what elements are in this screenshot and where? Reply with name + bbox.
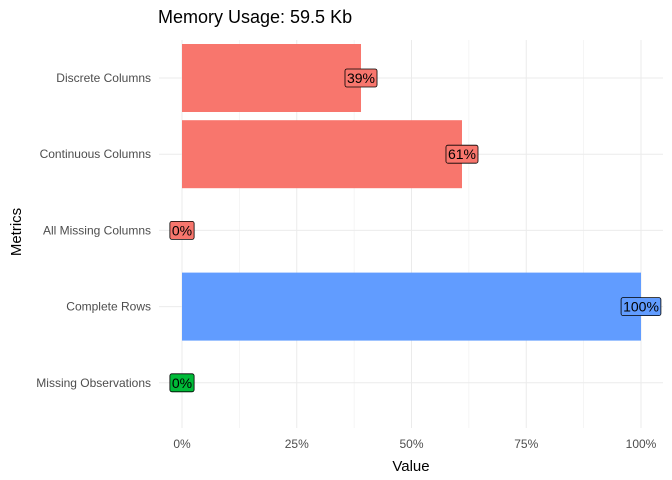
- bar: [182, 272, 641, 341]
- y-axis-title: Metrics: [8, 208, 25, 256]
- x-tick-label: 100%: [626, 437, 657, 451]
- data-label-text: 61%: [448, 146, 476, 162]
- x-tick-label: 0%: [173, 437, 191, 451]
- y-tick-label: Complete Rows: [66, 300, 151, 314]
- data-label: 61%: [445, 144, 479, 164]
- data-label-box: [445, 144, 479, 164]
- data-label-box: [169, 373, 195, 393]
- bar: [182, 120, 462, 189]
- data-label-text: 0%: [172, 222, 192, 238]
- x-tick-label: 25%: [285, 437, 309, 451]
- y-tick-label: Continuous Columns: [40, 147, 151, 161]
- data-label-box: [169, 220, 195, 240]
- data-label-box: [344, 68, 378, 88]
- data-label-box: [620, 297, 662, 317]
- data-label: 39%: [344, 68, 378, 88]
- data-labels: 39% 61% 0% 100% 0%: [169, 68, 662, 393]
- data-label-text: 100%: [623, 299, 659, 315]
- bar: [182, 44, 362, 112]
- bars: [182, 44, 641, 341]
- data-label-text: 39%: [347, 70, 375, 86]
- data-label: 100%: [620, 297, 662, 317]
- x-tick-label: 75%: [514, 437, 538, 451]
- data-label: 0%: [169, 373, 195, 393]
- x-axis-title: Value: [392, 458, 429, 475]
- x-tick-label: 50%: [399, 437, 423, 451]
- y-tick-label: All Missing Columns: [43, 223, 151, 237]
- data-label: 0%: [169, 220, 195, 240]
- data-label-text: 0%: [172, 375, 192, 391]
- chart-title: Memory Usage: 59.5 Kb: [158, 7, 352, 27]
- y-tick-label: Missing Observations: [36, 376, 151, 390]
- axis-ticks: Discrete Columns Continuous Columns All Mi…: [36, 71, 656, 451]
- y-tick-label: Discrete Columns: [56, 71, 151, 85]
